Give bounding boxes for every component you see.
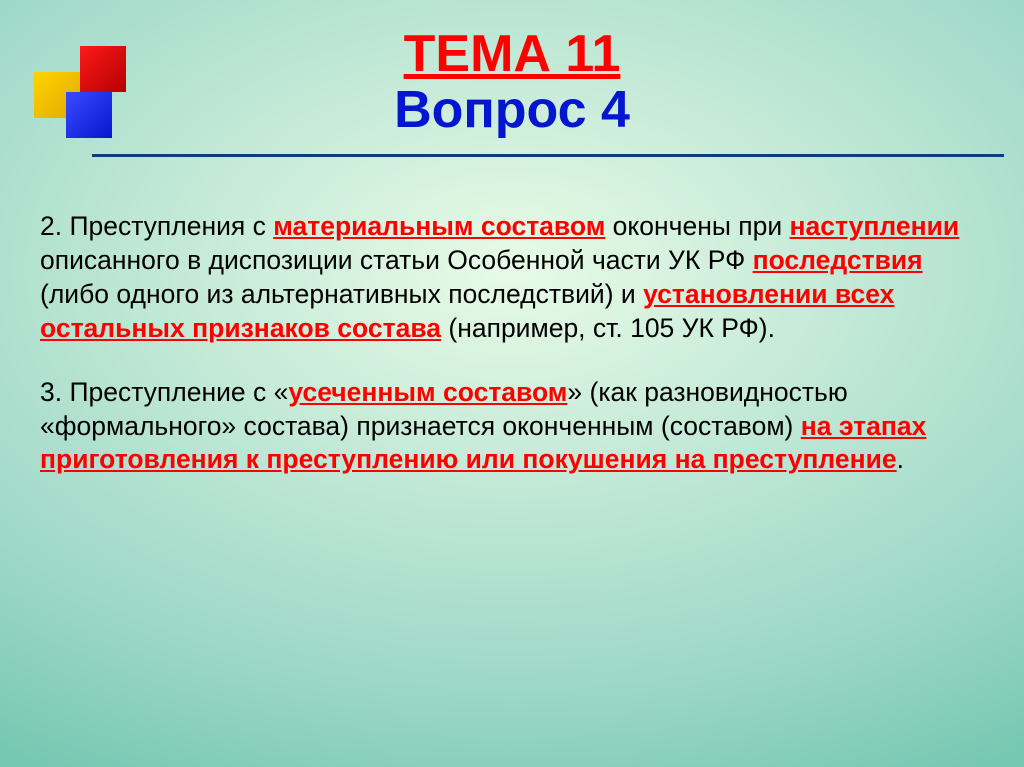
- p2-lead: 3. Преступление с «: [40, 377, 288, 407]
- square-red: [80, 46, 126, 92]
- p2-after-u2: .: [897, 444, 904, 474]
- p1-after-u1: окончены при: [605, 211, 789, 241]
- slide-body: 2. Преступления с материальным составом …: [40, 210, 984, 477]
- p1-after-u3: (либо одного из альтернативных последств…: [40, 279, 643, 309]
- p1-underline-3: последствия: [753, 245, 923, 275]
- p2-underline-1: усеченным составом: [288, 377, 567, 407]
- title-question: Вопрос 4: [40, 80, 984, 140]
- header-rule: [92, 154, 1004, 157]
- p1-underline-2: наступлении: [790, 211, 960, 241]
- square-blue: [66, 92, 112, 138]
- decorative-squares: [34, 42, 144, 152]
- slide: ТЕМА 11 Вопрос 4 2. Преступления с матер…: [0, 0, 1024, 767]
- paragraph-1: 2. Преступления с материальным составом …: [40, 210, 984, 346]
- title-topic: ТЕМА 11: [40, 24, 984, 84]
- p1-after-u2: описанного в диспозиции статьи Особенной…: [40, 245, 753, 275]
- paragraph-2: 3. Преступление с «усеченным составом» (…: [40, 376, 984, 478]
- p1-after-u4: (например, ст. 105 УК РФ).: [441, 313, 775, 343]
- slide-header: ТЕМА 11 Вопрос 4: [40, 24, 984, 140]
- p1-underline-1: материальным составом: [273, 211, 605, 241]
- p1-lead: 2. Преступления с: [40, 211, 273, 241]
